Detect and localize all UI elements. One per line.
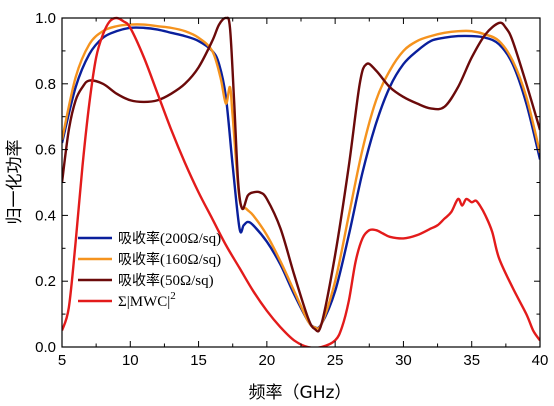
y-tick-label-1: 0.2 <box>35 273 56 290</box>
y-tick-label-3: 0.6 <box>35 142 56 159</box>
x-tick-label-5: 30 <box>395 352 412 369</box>
series-line-1 <box>62 23 540 330</box>
y-tick-label-2: 0.4 <box>35 207 56 224</box>
legend: 吸收率(200Ω/sq) 吸收率(160Ω/sq) 吸收率(50Ω/sq)Σ|MWC… <box>78 230 221 310</box>
y-tick-label-5: 1.0 <box>35 10 56 27</box>
ticks-layer: 5 10 15 20 25 30 35 40 0.0 0.2 0.4 0.6 0.8 1.0 <box>35 10 548 369</box>
x-tick-label-6: 35 <box>463 352 480 369</box>
x-tick-label-4: 25 <box>327 352 344 369</box>
series-line-2 <box>62 16 540 333</box>
y-axis-title: 归一化功率 <box>5 140 25 225</box>
legend-label-3: Σ|MWC|2 <box>118 290 176 310</box>
y-tick-label-4: 0.8 <box>35 76 56 93</box>
x-tick-label-1: 10 <box>122 352 139 369</box>
series-line-3 <box>62 16 540 347</box>
x-tick-label-0: 5 <box>58 352 66 369</box>
x-tick-label-2: 15 <box>190 352 207 369</box>
series-layer <box>62 16 540 347</box>
x-tick-label-7: 40 <box>532 352 549 369</box>
x-axis-title: 频率（GHz） <box>249 383 352 403</box>
x-tick-label-3: 20 <box>259 352 276 369</box>
legend-label-2: 吸收率(50Ω/sq) <box>118 272 214 289</box>
legend-label-0: 吸收率(200Ω/sq) <box>118 230 221 247</box>
y-tick-label-0: 0.0 <box>35 339 56 356</box>
series-line-0 <box>62 26 540 330</box>
legend-label-1: 吸收率(160Ω/sq) <box>118 251 221 268</box>
